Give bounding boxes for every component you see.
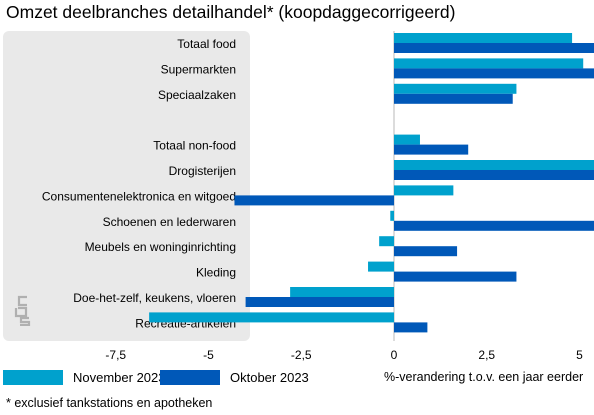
category-label: Drogisterijen xyxy=(169,164,236,178)
footnote: * exclusief tankstations en apotheken xyxy=(6,396,213,410)
bar-oktober xyxy=(234,195,394,206)
category-label-panel xyxy=(3,31,250,341)
category-label: Totaal food xyxy=(177,37,236,51)
category-label: Kleding xyxy=(196,266,236,280)
x-tick-label: 2,5 xyxy=(478,348,495,362)
x-axis-label: %-verandering t.o.v. een jaar eerder xyxy=(384,370,584,384)
bar-november xyxy=(368,261,394,272)
x-tick-label: -5 xyxy=(203,348,214,362)
bar-oktober xyxy=(394,68,594,79)
category-label: Schoenen en lederwaren xyxy=(103,215,236,229)
bar-november xyxy=(394,83,517,94)
category-label: Totaal non-food xyxy=(153,139,236,153)
bar-oktober xyxy=(394,322,428,333)
bar-november xyxy=(390,210,394,221)
bar-november xyxy=(394,160,594,170)
bar-oktober xyxy=(394,93,513,104)
category-label: Supermarkten xyxy=(161,62,236,76)
category-label: Doe-het-zelf, keukens, vloeren xyxy=(73,291,236,305)
bar-november xyxy=(290,287,394,297)
bar-november xyxy=(149,312,394,323)
category-label: Meubels en woninginrichting xyxy=(85,240,236,254)
category-label: Speciaalzaken xyxy=(158,88,236,102)
bar-november xyxy=(394,58,584,69)
legend-label-november: November 2023 xyxy=(73,370,166,385)
category-label: Consumentenelektronica en witgoed xyxy=(42,189,236,203)
bar-oktober xyxy=(394,246,458,257)
bar-oktober xyxy=(394,43,594,53)
x-tick-label: 5 xyxy=(576,348,583,362)
legend-label-oktober: Oktober 2023 xyxy=(230,370,309,385)
x-tick-label: -7,5 xyxy=(105,348,126,362)
bar-november xyxy=(394,185,454,196)
bar-oktober xyxy=(394,170,594,180)
chart-title: Omzet deelbranches detailhandel* (koopda… xyxy=(6,2,456,22)
bar-november xyxy=(394,33,573,43)
bar-oktober xyxy=(394,271,517,282)
x-tick-label: -2,5 xyxy=(291,348,312,362)
bar-oktober xyxy=(394,144,469,155)
bar-oktober xyxy=(394,220,594,231)
bar-november xyxy=(379,236,394,247)
legend-swatch-november xyxy=(3,370,63,385)
bar-november xyxy=(394,134,420,145)
cbs-logo-icon xyxy=(14,295,31,326)
bar-oktober xyxy=(245,297,394,307)
legend-item-oktober: Oktober 2023 xyxy=(160,370,309,385)
legend-item-november: November 2023 xyxy=(3,370,166,385)
x-tick-label: 0 xyxy=(391,348,398,362)
legend-swatch-oktober xyxy=(160,370,220,385)
